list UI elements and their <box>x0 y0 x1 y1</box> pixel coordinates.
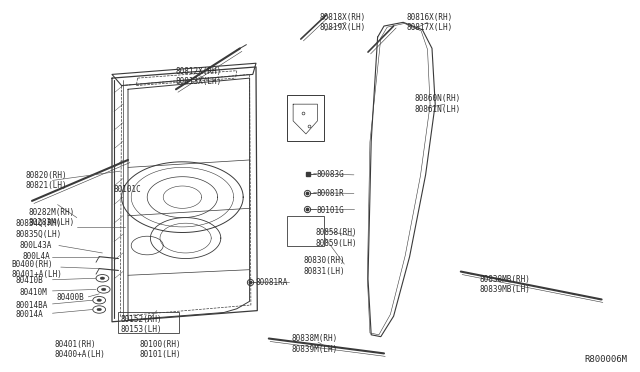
Circle shape <box>97 299 101 301</box>
Text: R800006M: R800006M <box>584 355 627 364</box>
Bar <box>287 95 324 141</box>
Text: 80858(RH)
80859(LH): 80858(RH) 80859(LH) <box>316 228 357 248</box>
Text: 80100(RH)
80101(LH): 80100(RH) 80101(LH) <box>140 340 181 359</box>
Text: 80816X(RH)
80817X(LH): 80816X(RH) 80817X(LH) <box>406 13 452 32</box>
Text: 80410M: 80410M <box>19 288 47 296</box>
Text: 80282M(RH)
80283M(LH): 80282M(RH) 80283M(LH) <box>29 208 75 227</box>
Text: 80860N(RH)
80861N(LH): 80860N(RH) 80861N(LH) <box>415 94 461 114</box>
Text: 80152(RH)
80153(LH): 80152(RH) 80153(LH) <box>120 315 162 334</box>
Text: 80410B: 80410B <box>16 276 44 285</box>
Text: 80101G: 80101G <box>317 206 344 215</box>
Text: 80014BA: 80014BA <box>16 301 49 310</box>
Bar <box>118 312 179 333</box>
Text: 80820(RH)
80821(LH): 80820(RH) 80821(LH) <box>26 171 67 190</box>
Text: 80812X(RH)
80813X(LH): 80812X(RH) 80813X(LH) <box>176 67 222 86</box>
Text: 800L43A: 800L43A <box>19 241 52 250</box>
Text: 80081RA: 80081RA <box>256 278 289 287</box>
Text: 80834Q(RH)
80835Q(LH): 80834Q(RH) 80835Q(LH) <box>16 219 62 238</box>
Text: 80818X(RH)
80819X(LH): 80818X(RH) 80819X(LH) <box>320 13 366 32</box>
Circle shape <box>97 308 101 311</box>
Text: 80101C: 80101C <box>114 185 141 194</box>
Text: 80083G: 80083G <box>317 170 344 179</box>
Circle shape <box>100 277 105 280</box>
Circle shape <box>102 288 106 291</box>
Text: B0400(RH)
80401+A(LH): B0400(RH) 80401+A(LH) <box>12 260 62 279</box>
Text: 80401(RH)
80400+A(LH): 80401(RH) 80400+A(LH) <box>54 340 105 359</box>
Text: 80400B: 80400B <box>56 293 84 302</box>
Text: 800L4A: 800L4A <box>22 252 50 261</box>
Text: 80838MB(RH)
80839MB(LH): 80838MB(RH) 80839MB(LH) <box>480 275 531 294</box>
Text: 80081R: 80081R <box>317 189 344 198</box>
Text: 80838M(RH)
80839M(LH): 80838M(RH) 80839M(LH) <box>291 334 337 354</box>
Text: 80830(RH)
80831(LH): 80830(RH) 80831(LH) <box>304 256 346 276</box>
Bar <box>287 216 324 246</box>
Text: 80014A: 80014A <box>16 310 44 319</box>
